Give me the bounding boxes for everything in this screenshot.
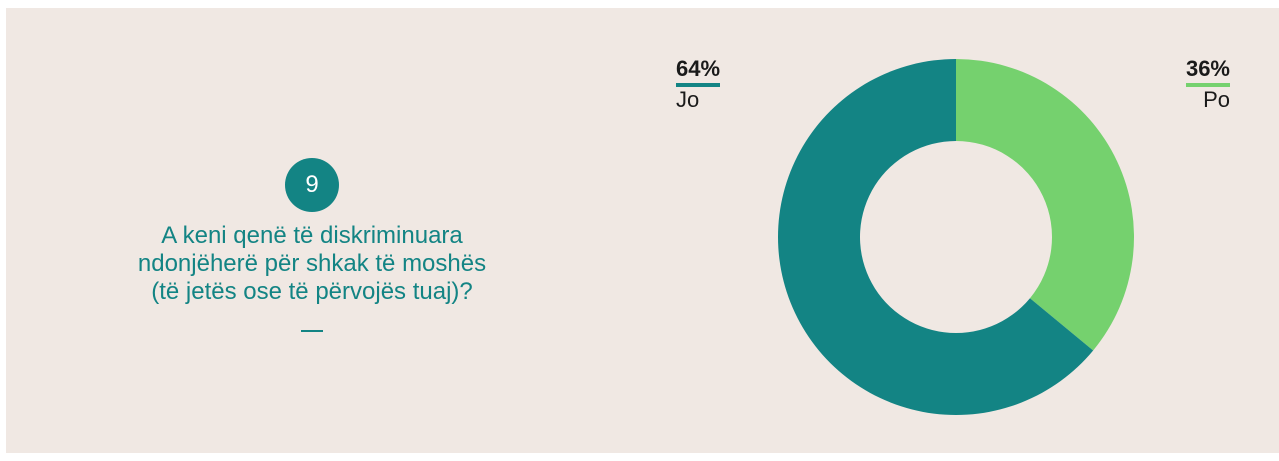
divider-dash <box>301 330 323 332</box>
question-line: (të jetës ose të përvojës tuaj)? <box>151 278 473 305</box>
question-block: 9 A keni qenë të diskriminuara ndonjëher… <box>72 158 552 332</box>
legend-jo-percent: 64% <box>676 57 721 87</box>
question-line: ndonjëherë për shkak të moshës <box>137 250 487 277</box>
question-text: A keni qenë të diskriminuara ndonjëherë … <box>72 222 552 306</box>
legend-po: 36% Po <box>1170 57 1230 113</box>
legend-jo-label: Jo <box>676 87 700 112</box>
slice-jo <box>778 59 1094 415</box>
legend-po-label: Po <box>1203 87 1230 112</box>
legend-jo: 64% Jo <box>676 57 721 113</box>
question-number-badge: 9 <box>285 158 339 212</box>
slice-po <box>956 59 1135 351</box>
legend-po-percent: 36% <box>1185 57 1230 87</box>
question-line: A keni qenë të diskriminuara <box>161 222 463 249</box>
